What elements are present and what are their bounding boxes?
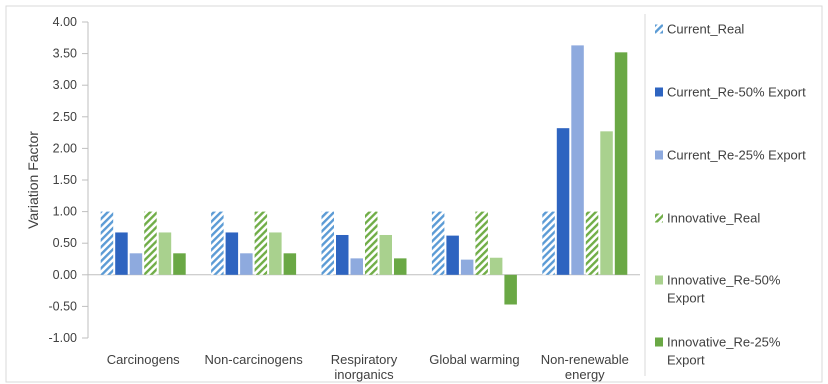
bar — [365, 211, 378, 275]
x-category-label: Global warming — [429, 352, 519, 367]
bar — [283, 253, 297, 275]
bar — [173, 253, 186, 275]
bar — [144, 211, 157, 275]
bar — [379, 234, 392, 275]
y-tick-label: 2.50 — [53, 110, 77, 124]
bar — [254, 211, 268, 275]
bar — [614, 52, 628, 275]
y-tick-label: 2.00 — [53, 141, 77, 155]
y-tick-label: 0.50 — [53, 236, 77, 250]
bar — [600, 131, 613, 275]
y-tick-label: 0.00 — [53, 268, 77, 282]
bar — [115, 232, 128, 275]
y-tick-label: 1.50 — [53, 173, 77, 187]
legend-swatch — [655, 150, 663, 160]
bar — [129, 253, 143, 275]
bar — [556, 128, 570, 275]
bar — [336, 234, 349, 275]
legend-swatch — [655, 337, 663, 347]
bar — [394, 258, 407, 275]
legend-label: Current_Re-50% Export — [667, 85, 806, 100]
y-tick-label: 3.00 — [53, 78, 77, 92]
legend-label: Innovative_Re-50% Export — [667, 273, 781, 306]
chart-frame — [5, 5, 823, 383]
bar — [158, 232, 172, 275]
legend-swatch — [655, 275, 663, 285]
legend-swatch — [655, 213, 663, 223]
x-category-label: Non-carcinogens — [204, 352, 303, 367]
x-category-label: Carcinogens — [107, 352, 180, 367]
bar — [571, 45, 584, 275]
bar — [504, 274, 517, 305]
legend-label: Current_Real — [667, 22, 744, 37]
bar — [321, 211, 334, 275]
legend-swatch — [655, 24, 663, 34]
y-tick-label: 4.00 — [53, 15, 77, 29]
x-category-label: Non-renewable energy — [541, 352, 629, 382]
bar — [542, 211, 555, 275]
bar — [240, 253, 253, 275]
y-axis-ticks: -1.00 -0.50 0.00 0.50 1.00 1.50 2.00 2.50 3.00 3.… — [49, 15, 88, 345]
bar — [446, 235, 459, 275]
bar — [489, 257, 503, 275]
bar — [431, 211, 445, 275]
legend-label: Current_Re-25% Export — [667, 148, 806, 163]
y-tick-label: -1.00 — [49, 331, 78, 345]
bar — [350, 258, 363, 275]
bar — [225, 232, 239, 275]
y-tick-label: 3.50 — [53, 47, 77, 61]
legend-swatch — [655, 87, 663, 97]
y-axis-title: Variation Factor — [25, 131, 41, 229]
bar — [475, 211, 488, 275]
y-tick-label: 1.00 — [53, 205, 77, 219]
bar — [211, 211, 224, 275]
y-tick-label: -0.50 — [49, 299, 78, 313]
x-axis-categories: Carcinogens Non-carcinogens Respiratory ino… — [107, 352, 629, 382]
legend-label: Innovative_Re-25% Export — [667, 335, 781, 368]
legend: Current_Real Current_Re-50% Export Current… — [644, 14, 806, 376]
bar — [460, 259, 474, 275]
y-axis-title-group: Variation Factor — [25, 131, 41, 229]
x-category-label: Respiratory inorganics — [331, 352, 398, 382]
bar — [269, 232, 282, 275]
bar — [100, 211, 114, 275]
legend-label: Innovative_Real — [667, 211, 760, 226]
bars — [100, 45, 628, 305]
bar — [585, 211, 599, 275]
